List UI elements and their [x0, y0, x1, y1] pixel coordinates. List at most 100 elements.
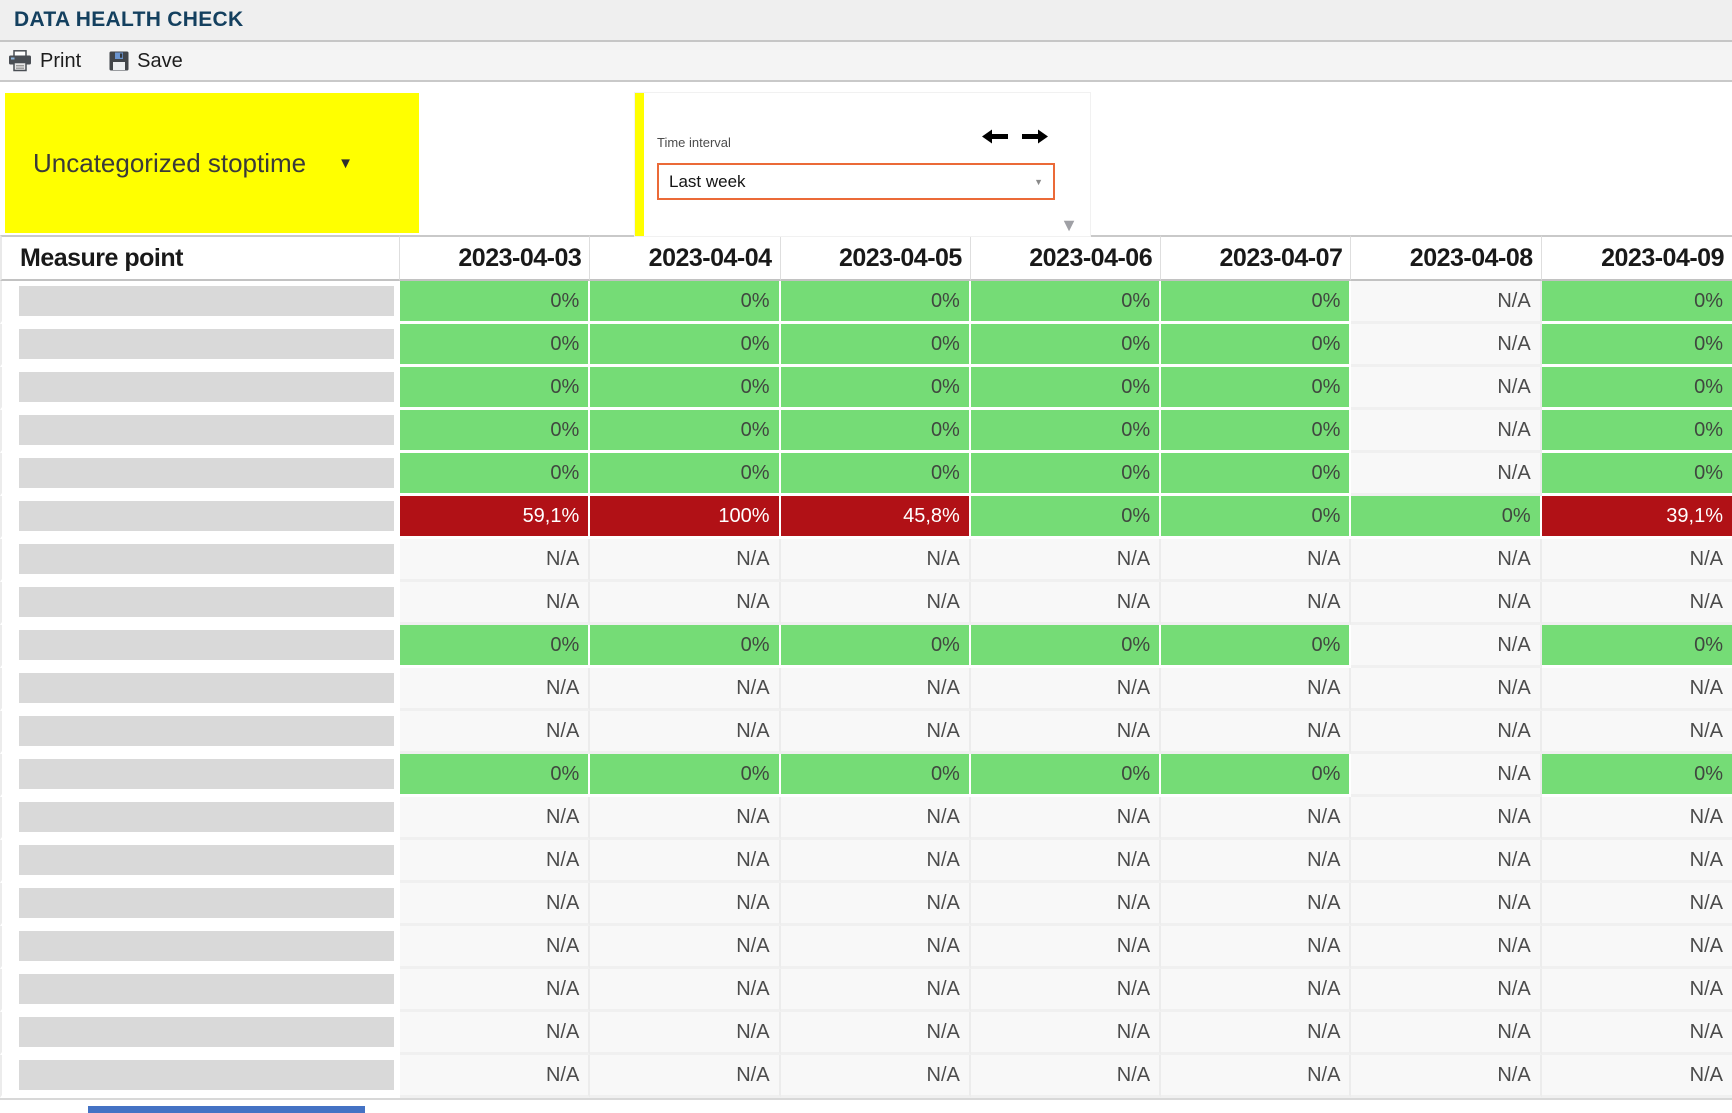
- value-cell: 0%: [1541, 281, 1732, 324]
- value-cell: 0%: [1161, 281, 1352, 324]
- filters-section: Uncategorized stoptime ▼ Time interval L…: [0, 82, 1732, 236]
- value-cell: N/A: [1161, 969, 1352, 1012]
- value-cell: N/A: [970, 582, 1162, 625]
- value-cell: N/A: [1161, 668, 1352, 711]
- value-cell: 0%: [970, 281, 1162, 324]
- table-row: 0% 0% 0% 0% 0% N/A 0%: [0, 410, 1732, 453]
- left-arrow-icon: [982, 129, 1008, 144]
- measure-point-placeholder: [19, 372, 394, 402]
- measure-point-cell: [0, 324, 400, 367]
- value-cell: N/A: [780, 797, 971, 840]
- value-cell: N/A: [1351, 1012, 1542, 1055]
- value-cell: N/A: [1351, 754, 1542, 797]
- value-cell: 0%: [1541, 324, 1732, 367]
- time-interval-panel: Time interval Last week ▼ ▼: [635, 93, 1090, 236]
- value-cell: N/A: [1351, 410, 1542, 453]
- value-cell: N/A: [970, 926, 1162, 969]
- table-row: N/A N/A N/A N/A N/A N/A N/A: [0, 539, 1732, 582]
- date-column-header: 2023-04-08: [1351, 235, 1542, 281]
- table-row: N/A N/A N/A N/A N/A N/A N/A: [0, 711, 1732, 754]
- table-row: 0% 0% 0% 0% 0% N/A 0%: [0, 754, 1732, 797]
- value-cell: N/A: [780, 1012, 971, 1055]
- right-arrow-icon: [1022, 129, 1048, 144]
- table-row: 0% 0% 0% 0% 0% N/A 0%: [0, 367, 1732, 410]
- next-interval-button[interactable]: [1022, 129, 1048, 144]
- previous-interval-button[interactable]: [982, 129, 1008, 144]
- date-column-header: 2023-04-07: [1161, 235, 1352, 281]
- value-cell: N/A: [590, 926, 781, 969]
- value-cell: 0%: [780, 754, 971, 797]
- value-cell: 0%: [400, 410, 591, 453]
- value-cell: N/A: [1541, 883, 1732, 926]
- value-cell: N/A: [1351, 668, 1542, 711]
- table-row: N/A N/A N/A N/A N/A N/A N/A: [0, 840, 1732, 883]
- value-cell: N/A: [780, 969, 971, 1012]
- table-row: 0% 0% 0% 0% 0% N/A 0%: [0, 453, 1732, 496]
- value-cell: N/A: [780, 1055, 971, 1098]
- value-cell: N/A: [590, 840, 781, 883]
- data-health-table: Measure point 2023-04-03 2023-04-04 2023-0…: [0, 235, 1732, 1100]
- measure-point-cell: [0, 281, 400, 324]
- chevron-down-icon: ▼: [338, 154, 353, 172]
- value-cell: N/A: [780, 711, 971, 754]
- table-row: 0% 0% 0% 0% 0% N/A 0%: [0, 324, 1732, 367]
- value-cell: N/A: [970, 1055, 1162, 1098]
- panel-accent-bar: [635, 93, 644, 236]
- value-cell: N/A: [1161, 1055, 1352, 1098]
- print-button[interactable]: Print: [8, 50, 81, 73]
- value-cell: N/A: [1351, 797, 1542, 840]
- value-cell: N/A: [1541, 711, 1732, 754]
- value-cell: N/A: [400, 840, 591, 883]
- value-cell: 0%: [400, 625, 591, 668]
- value-cell: 0%: [590, 754, 781, 797]
- save-button[interactable]: Save: [109, 50, 183, 73]
- value-cell: N/A: [780, 926, 971, 969]
- value-cell: 0%: [970, 453, 1162, 496]
- measure-point-placeholder: [19, 286, 394, 316]
- value-cell: N/A: [970, 969, 1162, 1012]
- expand-indicator-icon[interactable]: ▼: [1060, 215, 1078, 235]
- save-button-label: Save: [137, 49, 183, 72]
- value-cell: N/A: [780, 668, 971, 711]
- cut-off-blue-element: [88, 1106, 365, 1113]
- value-cell: 0%: [1161, 324, 1352, 367]
- measure-point-placeholder: [19, 845, 394, 875]
- date-column-header: 2023-04-04: [590, 235, 781, 281]
- measure-point-placeholder: [19, 802, 394, 832]
- table-row: 0% 0% 0% 0% 0% N/A 0%: [0, 281, 1732, 324]
- value-cell: 0%: [590, 453, 781, 496]
- value-cell: 0%: [1161, 625, 1352, 668]
- stoptime-category-dropdown[interactable]: Uncategorized stoptime ▼: [5, 93, 419, 233]
- value-cell: N/A: [1351, 1055, 1542, 1098]
- date-column-header: 2023-04-03: [400, 235, 591, 281]
- measure-point-cell: [0, 367, 400, 410]
- value-cell: 100%: [590, 496, 781, 539]
- measure-point-placeholder: [19, 458, 394, 488]
- value-cell: 0%: [780, 281, 971, 324]
- measure-point-cell: [0, 496, 400, 539]
- value-cell: N/A: [590, 969, 781, 1012]
- measure-point-placeholder: [19, 673, 394, 703]
- table-row: 0% 0% 0% 0% 0% N/A 0%: [0, 625, 1732, 668]
- value-cell: N/A: [400, 969, 591, 1012]
- time-interval-selected-value: Last week: [669, 171, 746, 191]
- save-icon: [109, 51, 129, 71]
- time-interval-label: Time interval: [657, 135, 731, 150]
- measure-point-cell: [0, 410, 400, 453]
- value-cell: 0%: [400, 281, 591, 324]
- table-row: N/A N/A N/A N/A N/A N/A N/A: [0, 668, 1732, 711]
- measure-point-placeholder: [19, 329, 394, 359]
- value-cell: N/A: [1351, 883, 1542, 926]
- page-title: DATA HEALTH CHECK: [14, 8, 244, 31]
- measure-point-placeholder: [19, 716, 394, 746]
- measure-point-column-header: Measure point: [0, 235, 400, 281]
- value-cell: 0%: [1161, 496, 1352, 539]
- value-cell: N/A: [1351, 453, 1542, 496]
- value-cell: N/A: [1351, 281, 1542, 324]
- value-cell: N/A: [590, 1012, 781, 1055]
- value-cell: N/A: [590, 539, 781, 582]
- value-cell: N/A: [590, 1055, 781, 1098]
- value-cell: 0%: [400, 754, 591, 797]
- time-interval-select[interactable]: Last week ▼: [657, 163, 1055, 200]
- value-cell: 0%: [590, 410, 781, 453]
